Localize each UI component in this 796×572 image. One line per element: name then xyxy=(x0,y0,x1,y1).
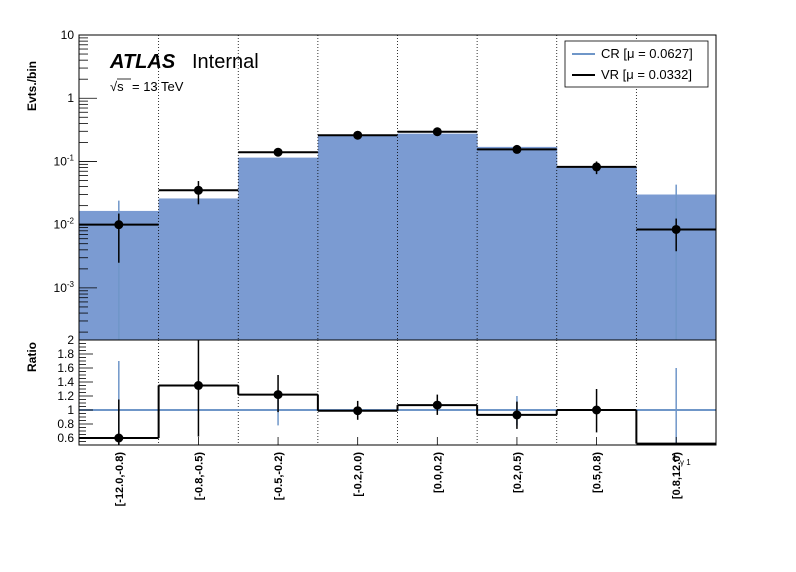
ratio-point xyxy=(432,400,442,410)
atlas-label: ATLAS xyxy=(109,51,176,73)
legend: CR [μ = 0.0627] VR [μ = 0.0332] xyxy=(564,40,709,88)
x-bin-label: [-12.0,-0.8) xyxy=(114,452,126,507)
ratio-tick-label: 0.6 xyxy=(57,431,74,445)
main-y-axis: 10-3 10-2 10-1 1 10 xyxy=(54,28,97,333)
cr-bar xyxy=(158,198,239,340)
ratio-tick-label: 1.6 xyxy=(57,361,74,375)
y-tick-label: 10-2 xyxy=(54,217,75,232)
ratio-tick-label: 2 xyxy=(67,333,74,347)
cr-bar xyxy=(556,167,637,340)
vr-point xyxy=(512,144,522,154)
ratio-panel: 0.60.811.21.41.61.82 Ratio [-12.0,-0.8)[… xyxy=(25,333,717,506)
x-axis-label: t xyxy=(673,451,677,465)
x-bin-label: [0.0,0.2) xyxy=(432,452,444,493)
legend-box xyxy=(564,40,709,88)
ratio-bin-divider-lines xyxy=(158,340,637,445)
vr-point xyxy=(671,224,681,234)
vr-point xyxy=(592,162,602,172)
ratio-vr-histogram xyxy=(79,340,716,445)
legend-cr-label: CR [μ = 0.0627] xyxy=(601,46,693,61)
ratio-tick-label: 1.8 xyxy=(57,347,74,361)
y-tick-label: 10-1 xyxy=(54,153,75,168)
vr-point xyxy=(432,127,442,137)
ratio-x-axis: [-12.0,-0.8) [-0.8,-0.5) [-0.5,-0.2) [-0.2,… xyxy=(114,437,683,506)
x-axis-label-subscript: γ 1 xyxy=(680,458,691,467)
x-bin-label: [-0.2,0.0) xyxy=(353,452,365,497)
cr-histogram xyxy=(79,133,717,340)
y-tick-label: 1 xyxy=(67,91,74,105)
ratio-tick-label: 1.2 xyxy=(57,389,74,403)
internal-label: Internal xyxy=(192,51,259,73)
vr-point xyxy=(273,147,283,157)
ratio-point xyxy=(193,381,203,390)
energy-label-value: = 13 TeV xyxy=(132,79,184,94)
ratio-tick-label: 0.8 xyxy=(57,417,74,431)
ratio-y-axis-label: Ratio xyxy=(25,342,39,372)
ratio-tick-label: 1 xyxy=(67,403,74,417)
vr-point xyxy=(353,130,363,140)
x-bin-label: [0.2,0.5) xyxy=(512,452,524,493)
ratio-tick-label: 1.4 xyxy=(57,375,74,389)
ratio-y-axis: 0.60.811.21.41.61.82 xyxy=(57,333,93,446)
vr-point xyxy=(193,185,203,195)
x-bin-label: [0.8,12.0) xyxy=(671,452,683,499)
y-tick-label: 10-3 xyxy=(54,280,75,295)
vr-point xyxy=(114,220,124,230)
x-bin-label: [-0.8,-0.5) xyxy=(193,452,205,501)
legend-vr-label: VR [μ = 0.0332] xyxy=(601,67,692,82)
ratio-point xyxy=(273,390,283,400)
cr-bar xyxy=(317,135,398,340)
x-bin-label: [-0.5,-0.2) xyxy=(273,452,285,501)
ratio-point xyxy=(512,410,522,420)
energy-label-sqrt: √s xyxy=(110,79,124,94)
cr-bar xyxy=(238,157,319,340)
ratio-point xyxy=(592,405,602,415)
main-panel: 10-3 10-2 10-1 1 10 Evts./bin ATLAS Internal… xyxy=(25,28,717,341)
x-bin-label: [0.5,0.8) xyxy=(592,452,604,493)
y-tick-label: 10 xyxy=(61,28,75,42)
cr-bar xyxy=(397,133,478,340)
main-y-axis-label: Evts./bin xyxy=(25,61,39,111)
cr-bar xyxy=(477,146,558,340)
ratio-point xyxy=(353,406,363,416)
